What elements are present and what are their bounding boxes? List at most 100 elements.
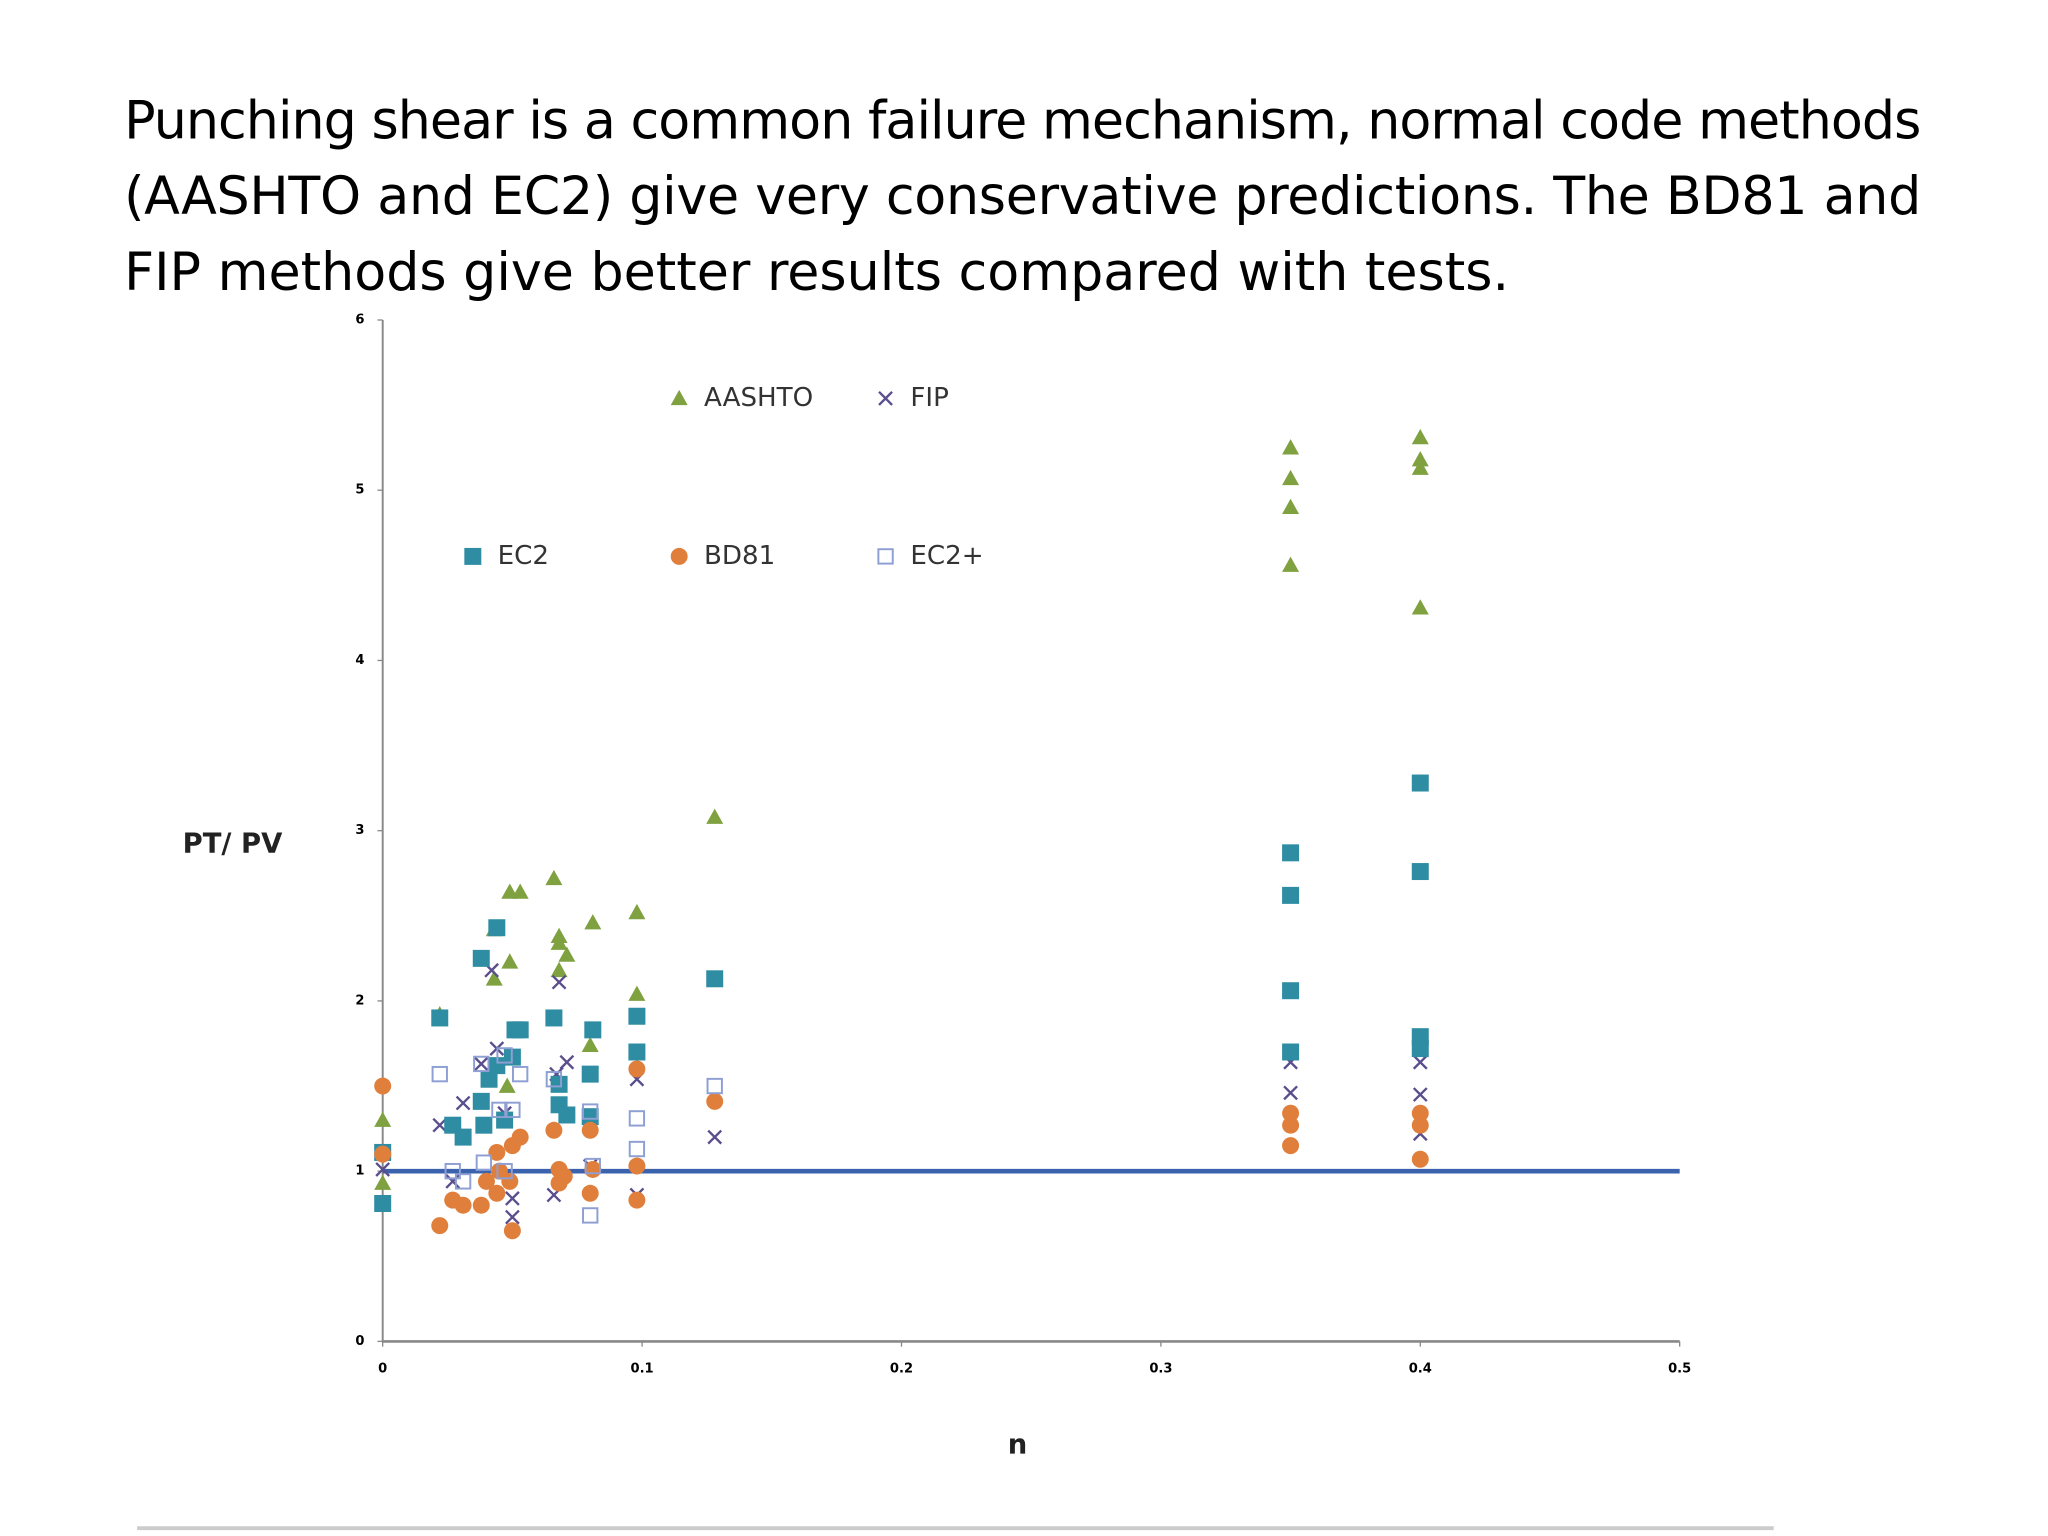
y-tick-label: 2	[355, 993, 364, 1008]
legend-label: AASHTO	[704, 383, 813, 413]
point	[512, 1065, 529, 1083]
point	[1282, 1137, 1300, 1155]
x-axis-title: n	[1008, 1429, 1028, 1460]
point	[505, 1191, 520, 1206]
point	[511, 1021, 529, 1039]
point	[581, 1036, 599, 1052]
point	[374, 1174, 392, 1190]
point	[501, 953, 519, 969]
point	[498, 1077, 516, 1093]
x-tick-label: 0.1	[631, 1361, 654, 1376]
y-tick-label: 5	[355, 483, 364, 498]
point	[628, 1007, 646, 1025]
paragraph-line: FIP methods give better results compared…	[124, 243, 1509, 303]
point	[1411, 1040, 1429, 1058]
point	[584, 1160, 602, 1178]
point	[374, 1195, 392, 1212]
point	[550, 934, 568, 950]
paragraph-line: Punching shear is a common failure mecha…	[124, 91, 1921, 151]
point	[454, 1128, 472, 1146]
x-tick-label: 0	[378, 1361, 387, 1376]
point	[1282, 469, 1300, 486]
x-tick-label: 0.2	[890, 1361, 913, 1376]
point	[454, 1196, 472, 1214]
point	[445, 1174, 461, 1189]
point	[628, 1110, 646, 1127]
point	[584, 1157, 601, 1175]
point	[581, 1121, 599, 1139]
point	[431, 1217, 449, 1235]
point	[511, 883, 529, 899]
point	[1282, 556, 1300, 572]
point	[473, 1055, 490, 1073]
point	[496, 1111, 514, 1129]
point	[1411, 1104, 1429, 1122]
point	[628, 1043, 646, 1061]
point	[1282, 439, 1300, 455]
point	[1411, 459, 1429, 475]
point	[473, 1056, 489, 1072]
point	[558, 946, 576, 962]
point	[582, 1103, 599, 1120]
point	[545, 1121, 563, 1139]
point	[505, 1209, 520, 1225]
point	[475, 1154, 493, 1171]
point	[1282, 1043, 1300, 1061]
y-tick-label: 4	[355, 653, 364, 668]
point	[584, 1021, 602, 1039]
x-tick-label: 0.3	[1149, 1361, 1172, 1376]
point	[454, 1173, 472, 1190]
point	[628, 903, 646, 920]
legend-label: BD81	[704, 541, 775, 571]
y-tick-label: 3	[355, 823, 364, 838]
point	[488, 1143, 506, 1161]
point	[706, 1092, 724, 1110]
point	[550, 961, 568, 978]
point	[496, 1162, 513, 1180]
point	[706, 1077, 723, 1095]
legend-label: EC2	[498, 541, 549, 571]
point	[581, 1184, 599, 1202]
point	[490, 1162, 508, 1180]
point	[550, 1075, 568, 1093]
legend-label: FIP	[910, 383, 948, 413]
point	[511, 1128, 529, 1146]
point	[475, 1116, 493, 1134]
point	[628, 985, 646, 1001]
point	[375, 1162, 391, 1177]
point	[480, 1070, 498, 1088]
point	[706, 808, 724, 824]
point	[558, 1106, 576, 1124]
paragraph-line: (AASHTO and EC2) give very conservative …	[124, 167, 1921, 227]
point	[472, 949, 490, 967]
point	[491, 1101, 508, 1119]
point	[1411, 863, 1429, 881]
point	[444, 1162, 461, 1180]
y-tick-label: 1	[355, 1164, 364, 1179]
point	[1282, 1116, 1300, 1134]
point	[488, 1057, 506, 1075]
point	[477, 1172, 495, 1190]
point	[1411, 1150, 1429, 1168]
point	[628, 1140, 646, 1158]
point	[1411, 451, 1429, 467]
point	[496, 1047, 513, 1064]
point	[628, 1060, 646, 1078]
point	[1411, 428, 1429, 445]
y-tick-label: 0	[355, 1334, 364, 1349]
point	[374, 1145, 392, 1163]
point	[504, 1101, 521, 1119]
point	[551, 974, 567, 990]
point	[1411, 774, 1429, 792]
point	[431, 1065, 448, 1083]
point	[488, 919, 506, 937]
point	[707, 1129, 723, 1145]
legend-marker	[877, 548, 894, 565]
x-tick-label: 0.4	[1409, 1361, 1432, 1376]
point	[1282, 844, 1300, 862]
point	[1282, 982, 1300, 1000]
legend-marker	[670, 389, 688, 406]
